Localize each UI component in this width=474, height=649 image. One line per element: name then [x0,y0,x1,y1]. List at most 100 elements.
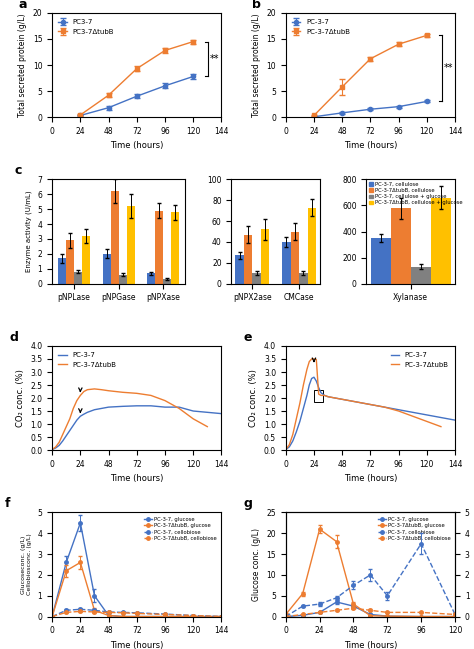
Line: PC-3-7: PC-3-7 [286,377,455,450]
PC-3-7ΔtubB, cellobiose [91,608,97,616]
PC-3-7ΔtubB, glucose [317,525,322,533]
PC-3-7 [84,408,90,416]
PC-3-7ΔtubB [60,430,65,438]
Text: b: b [252,0,261,11]
PC-3-7 [204,408,210,416]
PC-3-7ΔtubB, glucose [49,613,55,620]
Text: d: d [10,331,18,344]
PC-3-7 [148,402,154,410]
Bar [283,242,291,284]
PC-3-7 [306,381,312,389]
Bar [74,272,82,284]
PC-3-7ΔtubB [293,415,299,422]
PC-3-7 [316,384,321,391]
PC-3-7ΔtubB [313,356,319,363]
PC-3-7 [120,402,126,410]
PC-3-7ΔtubB [301,381,306,389]
PC-3-7, glucose [334,598,339,606]
PC-3-7 [293,428,299,435]
Legend: PC-3-7, glucose, PC-3-7ΔtubB, glucose, PC-3-7, cellobiose, PC-3-7ΔtubB, cellobio: PC-3-7, glucose, PC-3-7ΔtubB, glucose, P… [376,515,452,543]
PC-3-7 [106,403,111,411]
PC-3-7ΔtubB, cellobiose [134,609,140,617]
Bar [147,273,155,284]
Y-axis label: Enzyme activity (U/mL): Enzyme activity (U/mL) [26,191,32,273]
PC-3-7ΔtubB [56,438,62,446]
Line: PC-3-7: PC-3-7 [52,406,221,450]
Bar [299,273,308,284]
PC-3-7 [56,441,62,449]
PC-3-7, glucose [162,613,168,620]
PC-3-7 [64,432,69,439]
Bar [110,191,118,284]
Y-axis label: CO₂ conc. (%): CO₂ conc. (%) [249,369,258,427]
PC-3-7ΔtubB [162,397,168,404]
PC-3-7ΔtubB, glucose [283,611,289,618]
Text: a: a [18,0,27,11]
Line: PC-3-7, glucose: PC-3-7, glucose [284,600,457,618]
PC-3-7, cellobiose [283,613,289,620]
PC-3-7ΔtubB [134,389,140,397]
PC-3-7ΔtubB, cellobiose [78,607,83,615]
PC-3-7ΔtubB, cellobiose [452,611,458,618]
PC-3-7 [318,389,324,397]
PC-3-7 [313,377,319,385]
PC-3-7, glucose [106,611,111,619]
PC-3-7 [74,416,80,424]
PC-3-7, cellobiose [162,610,168,618]
Text: **: ** [443,64,453,73]
PC-3-7 [339,395,345,403]
Bar [431,198,451,284]
Legend: PC-3-7, glucose, PC-3-7ΔtubB, glucose, PC-3-7, cellobiose, PC-3-7ΔtubB, cellobio: PC-3-7, glucose, PC-3-7ΔtubB, glucose, P… [142,515,219,543]
Legend: PC-3-7, PC-3-7ΔtubB: PC-3-7, PC-3-7ΔtubB [289,16,353,38]
Line: PC-3-7ΔtubB: PC-3-7ΔtubB [286,359,441,450]
X-axis label: Time (hours): Time (hours) [110,474,164,484]
PC-3-7ΔtubB, glucose [120,613,126,620]
PC-3-7 [283,446,289,454]
PC-3-7 [286,443,292,451]
Line: PC-3-7ΔtubB: PC-3-7ΔtubB [52,389,207,450]
PC-3-7ΔtubB [106,387,111,395]
PC-3-7ΔtubB [84,386,90,393]
Text: c: c [15,164,22,177]
PC-3-7ΔtubB [204,422,210,430]
PC-3-7ΔtubB, cellobiose [191,611,196,619]
Y-axis label: CO₂ conc. (%): CO₂ conc. (%) [16,369,25,427]
PC-3-7, cellobiose [452,611,458,618]
PC-3-7, glucose [419,613,424,620]
PC-3-7ΔtubB [64,422,69,430]
PC-3-7 [191,407,196,415]
PC-3-7ΔtubB [67,415,73,422]
PC-3-7, cellobiose [317,600,322,608]
PC-3-7ΔtubB, cellobiose [120,609,126,617]
PC-3-7ΔtubB, glucose [134,613,140,620]
PC-3-7ΔtubB [176,404,182,412]
PC-3-7ΔtubB [286,441,292,448]
PC-3-7, cellobiose [300,602,306,610]
PC-3-7ΔtubB, glucose [219,613,224,620]
PC-3-7ΔtubB [290,430,296,438]
PC-3-7, glucose [452,613,458,620]
PC-3-7, glucose [120,613,126,620]
Bar [118,275,127,284]
PC-3-7 [424,411,429,419]
Bar [127,206,135,284]
PC-3-7ΔtubB, cellobiose [162,611,168,618]
X-axis label: Time (hours): Time (hours) [110,141,164,151]
PC-3-7 [311,373,317,381]
Legend: PC-3-7, PC-3-7ΔtubB: PC-3-7, PC-3-7ΔtubB [55,349,119,371]
PC-3-7ΔtubB, glucose [106,611,111,619]
Y-axis label: Glucose conc. (g/L): Glucose conc. (g/L) [252,528,261,601]
PC-3-7ΔtubB [396,407,401,415]
PC-3-7ΔtubB [309,355,314,363]
PC-3-7 [452,416,458,424]
PC-3-7, glucose [191,613,196,620]
PC-3-7, glucose [78,519,83,527]
PC-3-7ΔtubB [304,365,310,373]
PC-3-7ΔtubB [283,446,289,454]
PC-3-7ΔtubB, glucose [419,613,424,620]
PC-3-7 [67,426,73,434]
Bar [58,258,66,284]
PC-3-7 [301,404,306,412]
PC-3-7ΔtubB [354,398,359,406]
PC-3-7, cellobiose [367,571,373,579]
